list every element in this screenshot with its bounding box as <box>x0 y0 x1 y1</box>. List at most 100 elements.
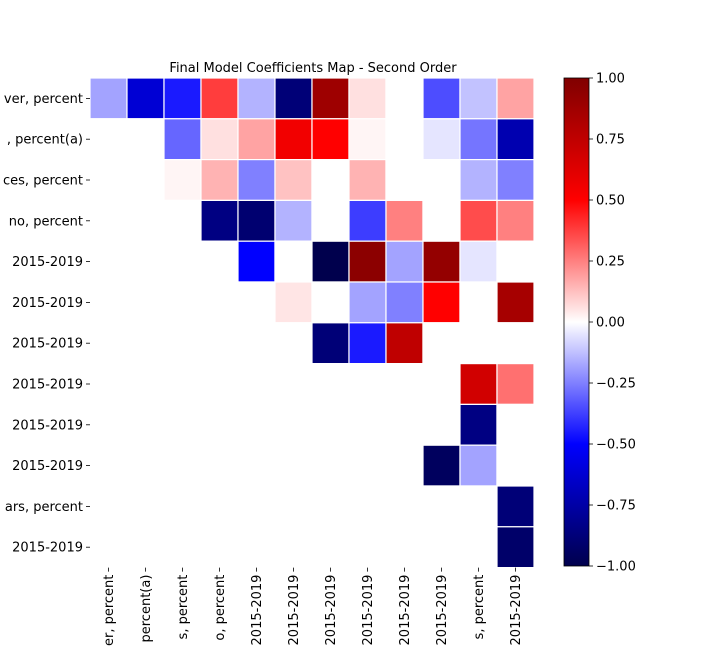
chart-title: Final Model Coefficients Map - Second Or… <box>169 61 457 76</box>
heatmap-cell <box>274 322 313 365</box>
heatmap-cell <box>385 526 424 569</box>
heatmap-cell <box>237 485 276 528</box>
heatmap-cell <box>126 159 165 202</box>
column-tick-label: 2015-2019 <box>435 575 450 646</box>
heatmap-cell <box>348 77 387 120</box>
heatmap-cell <box>200 77 239 120</box>
heatmap-cell <box>422 199 461 242</box>
heatmap-cell <box>274 444 313 487</box>
column-tick-label: 2015-2019 <box>324 575 339 646</box>
row-tick-label: 2015-2019 <box>12 378 83 393</box>
heatmap-cell <box>496 118 535 161</box>
heatmap-cell <box>200 403 239 446</box>
column-tick-label: percent(a) <box>139 575 154 643</box>
heatmap-cell <box>274 77 313 120</box>
heatmap-cell <box>274 159 313 202</box>
heatmap-cell <box>163 363 202 406</box>
colorbar-gradient <box>563 77 590 567</box>
heatmap-cell <box>385 199 424 242</box>
row-tick-label: 2015-2019 <box>12 541 83 556</box>
heatmap-cell <box>311 363 350 406</box>
column-tick-label: er, percent <box>102 575 117 646</box>
row-tick-label: 2015-2019 <box>12 337 83 352</box>
colorbar-tick-label: 0.00 <box>596 316 625 331</box>
heatmap-cell <box>496 281 535 324</box>
heatmap-cell <box>496 240 535 283</box>
heatmap-cell <box>126 363 165 406</box>
heatmap-cell <box>237 118 276 161</box>
heatmap-cells <box>89 77 535 569</box>
heatmap-cell <box>237 363 276 406</box>
colorbar-tick-label: −0.75 <box>596 499 636 514</box>
colorbar-tick-label: −1.00 <box>596 560 636 575</box>
heatmap-cell <box>126 526 165 569</box>
heatmap-cell <box>496 444 535 487</box>
row-tick-label: 2015-2019 <box>12 418 83 433</box>
colorbar-tick-label: −0.25 <box>596 377 636 392</box>
heatmap-cell <box>126 485 165 528</box>
heatmap-cell <box>89 240 128 283</box>
heatmap-cell <box>385 444 424 487</box>
heatmap-cell <box>274 118 313 161</box>
heatmap-cell <box>126 199 165 242</box>
heatmap-cell <box>200 159 239 202</box>
heatmap-cell <box>348 444 387 487</box>
heatmap-cell <box>459 281 498 324</box>
heatmap-cell <box>348 526 387 569</box>
heatmap-cell <box>385 363 424 406</box>
heatmap-cell <box>163 159 202 202</box>
heatmap-cell <box>274 199 313 242</box>
heatmap-cell <box>348 240 387 283</box>
row-tick-label: , percent(a) <box>7 133 83 148</box>
heatmap-cell <box>126 118 165 161</box>
heatmap-cell <box>274 363 313 406</box>
heatmap-cell <box>422 485 461 528</box>
heatmap-cell <box>89 444 128 487</box>
colorbar: 1.00 0.75 0.50 0.25 0.00 −0.25 −0.50 −0.75 −1.00 <box>563 72 636 575</box>
colorbar-tick-label: 0.75 <box>596 133 625 148</box>
heatmap-cell <box>126 322 165 365</box>
heatmap-cell <box>385 118 424 161</box>
heatmap-cell <box>89 526 128 569</box>
heatmap-cell <box>274 403 313 446</box>
heatmap-cell <box>422 281 461 324</box>
colorbar-tick-label: −0.50 <box>596 438 636 453</box>
heatmap-cell <box>422 403 461 446</box>
heatmap-cell <box>496 322 535 365</box>
heatmap-cell <box>89 322 128 365</box>
heatmap-cell <box>163 485 202 528</box>
heatmap-cell <box>200 240 239 283</box>
column-tick-label: s, percent <box>176 575 191 640</box>
heatmap-cell <box>311 199 350 242</box>
row-tick-label: ces, percent <box>3 174 83 189</box>
heatmap-cell <box>422 240 461 283</box>
heatmap-cell <box>89 403 128 446</box>
heatmap-cell <box>237 159 276 202</box>
colorbar-tick-label: 0.50 <box>596 194 625 209</box>
heatmap-cell <box>385 77 424 120</box>
heatmap-cell <box>126 240 165 283</box>
heatmap-cell <box>496 159 535 202</box>
heatmap-cell <box>274 240 313 283</box>
heatmap-cell <box>126 77 165 120</box>
heatmap-cell <box>459 363 498 406</box>
heatmap-cell <box>200 444 239 487</box>
row-tick-label: no, percent <box>9 214 83 229</box>
heatmap-cell <box>496 363 535 406</box>
heatmap-cell <box>237 322 276 365</box>
heatmap-cell <box>274 526 313 569</box>
heatmap-cell <box>126 403 165 446</box>
heatmap-cell <box>459 322 498 365</box>
heatmap-cell <box>237 403 276 446</box>
heatmap-cell <box>274 281 313 324</box>
heatmap-cell <box>422 444 461 487</box>
heatmap-cell <box>237 240 276 283</box>
heatmap-cell <box>385 403 424 446</box>
heatmap-cell <box>200 526 239 569</box>
heatmap-cell <box>311 240 350 283</box>
heatmap-cell <box>311 526 350 569</box>
heatmap-cell <box>200 199 239 242</box>
heatmap-cell <box>89 485 128 528</box>
column-tick-label: 2015-2019 <box>509 575 524 646</box>
colorbar-tick-label: 1.00 <box>596 72 625 87</box>
